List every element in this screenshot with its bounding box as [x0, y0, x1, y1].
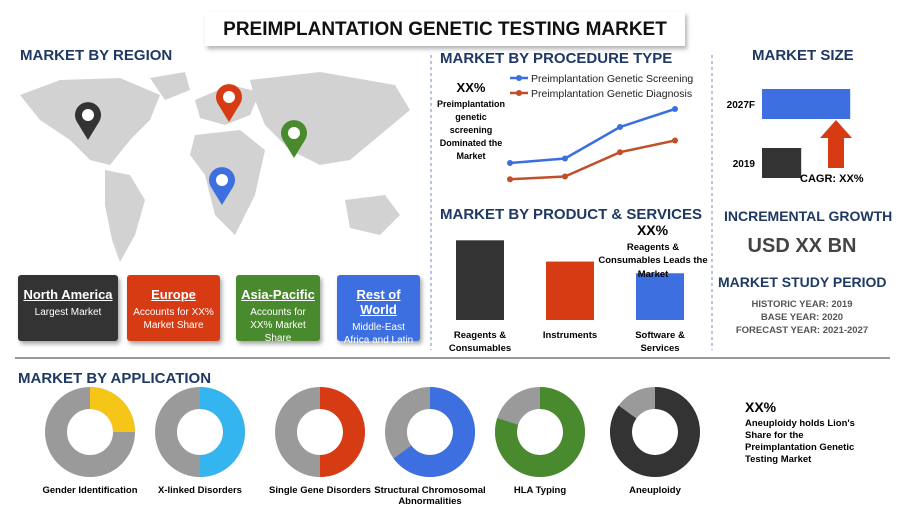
note-value: XX% — [745, 399, 777, 415]
donut-segment — [200, 387, 246, 478]
point — [617, 149, 623, 156]
region-card: Rest of World Middle-East Africa and Lati… — [337, 275, 420, 359]
category-label: X-linked Disorders — [158, 485, 242, 496]
line — [509, 139, 676, 181]
bar — [546, 261, 594, 320]
note: Aneuploidy holds Lion's Share for the Pr… — [745, 418, 855, 465]
donut-segment — [610, 387, 700, 477]
point — [507, 176, 513, 183]
heading: MARKET SIZE — [752, 47, 854, 64]
cagr: CAGR: XX% — [800, 173, 864, 185]
region-text: Middle-East Africa and Latin America — [343, 322, 414, 359]
point — [562, 155, 568, 162]
region-name: Europe — [151, 287, 196, 302]
heading: MARKET BY PROCEDURE TYPE — [440, 50, 673, 67]
line — [509, 107, 676, 165]
y-tick-label: 2019 — [733, 159, 756, 170]
title: PREIMPLANTATION GENETIC TESTING MARKET — [223, 19, 667, 40]
heading: MARKET BY APPLICATION — [18, 370, 212, 387]
y-tick-label: 2027F — [727, 100, 755, 111]
growth-value: USD XX BN — [747, 235, 857, 257]
period-line: FORECAST YEAR: 2021-2027 — [735, 325, 869, 336]
bar — [456, 240, 504, 320]
period-line: BASE YEAR: 2020 — [760, 312, 844, 323]
legend-label: Preimplantation Genetic Diagnosis — [531, 88, 692, 100]
region-text: Accounts for XX% Market Share — [250, 307, 306, 344]
region-name: Asia-Pacific — [241, 287, 315, 302]
legend-swatch — [516, 75, 522, 81]
legend-swatch — [516, 90, 522, 96]
region-card: Europe Accounts for XX% Market Share — [127, 275, 220, 341]
region-name: North America — [23, 287, 113, 302]
legend-label: Preimplantation Genetic Screening — [531, 73, 693, 85]
growth-arrow — [820, 120, 852, 168]
region-name: Rest of World — [356, 287, 401, 317]
note: Reagents & Consumables Leads the Market — [598, 242, 708, 280]
point — [562, 173, 568, 180]
point — [507, 160, 513, 166]
bar — [762, 89, 851, 119]
bar — [762, 148, 802, 178]
category-label: HLA Typing — [513, 485, 567, 496]
x-tick-label: Software & Services — [635, 330, 685, 355]
category-label: Structural Chromosomal Abnormalities — [374, 485, 486, 508]
donut-segment — [90, 387, 135, 432]
x-tick-label: Instruments — [542, 330, 598, 341]
region-text: Largest Market — [34, 307, 102, 318]
region-card: Asia-Pacific Accounts for XX% Market Shar… — [236, 275, 320, 344]
donut-segment — [393, 387, 475, 478]
category-label: Gender Identification — [42, 485, 138, 496]
title-box — [205, 12, 685, 46]
heading: MARKET BY REGION — [20, 47, 173, 64]
note-value: XX% — [636, 222, 669, 238]
heading: INCREMENTAL GROWTH — [724, 208, 893, 224]
category-label: Single Gene Disorders — [269, 485, 371, 496]
note-value: XX% — [456, 80, 486, 95]
point — [672, 106, 678, 112]
heading: MARKET BY PRODUCT & SERVICES — [440, 206, 702, 223]
region-text: Accounts for XX% Market Share — [133, 307, 214, 331]
donut-segment — [320, 387, 366, 478]
heading: MARKET STUDY PERIOD — [718, 274, 887, 290]
map-pins — [75, 84, 308, 205]
donut-segment — [495, 387, 585, 477]
period-line: HISTORIC YEAR: 2019 — [751, 299, 853, 310]
region-card: North America Largest Market — [18, 275, 118, 341]
point — [617, 124, 623, 130]
point — [672, 137, 678, 144]
note: Preimplantation genetic screening Domina… — [437, 99, 506, 162]
world-map — [20, 72, 410, 262]
bar — [636, 273, 684, 320]
x-tick-label: Reagents & Consumables — [448, 330, 512, 355]
category-label: Aneuploidy — [629, 485, 681, 496]
